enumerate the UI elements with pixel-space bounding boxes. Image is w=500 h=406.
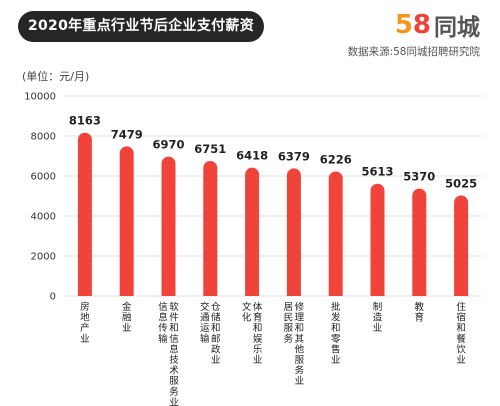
x-tick-label: 信息传输 (158, 301, 168, 345)
bar (161, 156, 176, 296)
x-tick-label: 软件和信息技术服务业 (169, 301, 179, 406)
data-source-note: 数据来源:58同城招聘研究院 (347, 46, 480, 58)
data-label: 6418 (236, 149, 268, 163)
data-label: 8163 (69, 114, 101, 128)
data-label: 6226 (320, 152, 352, 166)
x-tick-label: 房地产业 (80, 301, 90, 345)
data-label: 5613 (361, 165, 393, 179)
data-label: 5370 (403, 170, 435, 184)
y-tick-label: 6000 (31, 172, 56, 183)
data-label: 5025 (445, 177, 477, 191)
bar (370, 183, 385, 296)
data-label: 6970 (152, 138, 184, 152)
x-tick-label: 修理和其他服务业 (295, 301, 305, 387)
data-label: 6751 (194, 142, 226, 156)
brand-logo-number: 58 (394, 10, 431, 40)
bar (245, 167, 260, 296)
y-tick-label: 4000 (31, 212, 56, 223)
x-tick-label: 仓储和邮政业 (211, 301, 221, 366)
y-axis-unit-label: (单位：元/月) (22, 70, 90, 83)
bar (77, 132, 92, 296)
y-tick-label: 10000 (24, 92, 56, 103)
x-tick-label: 居民服务 (284, 302, 294, 345)
x-tick-label: 批发和零售业 (331, 301, 341, 366)
y-tick-label: 0 (50, 292, 56, 303)
bar (454, 195, 469, 296)
brand-logo-name: 同城 (434, 15, 480, 41)
bar (203, 160, 218, 296)
x-tick-label: 住宿和餐饮业 (456, 301, 466, 366)
bar (286, 168, 301, 296)
y-tick-label: 2000 (31, 252, 56, 263)
x-tick-label: 金融业 (122, 301, 132, 334)
x-tick-label: 文化 (242, 301, 252, 324)
x-tick-label: 交通运输 (200, 301, 210, 345)
x-tick-label: 体育和娱乐业 (253, 301, 263, 366)
brand-logo: 58 同城 (395, 8, 480, 42)
chart-title: 2020年重点行业节后企业支付薪资 (18, 11, 264, 42)
x-tick-label: 制造业 (373, 301, 383, 334)
bar (328, 171, 343, 296)
x-tick-label: 教育 (415, 301, 425, 324)
bar (412, 188, 427, 296)
data-label: 6379 (278, 149, 310, 163)
bar (119, 146, 134, 296)
y-tick-label: 8000 (31, 132, 56, 143)
data-label: 7479 (111, 127, 143, 141)
